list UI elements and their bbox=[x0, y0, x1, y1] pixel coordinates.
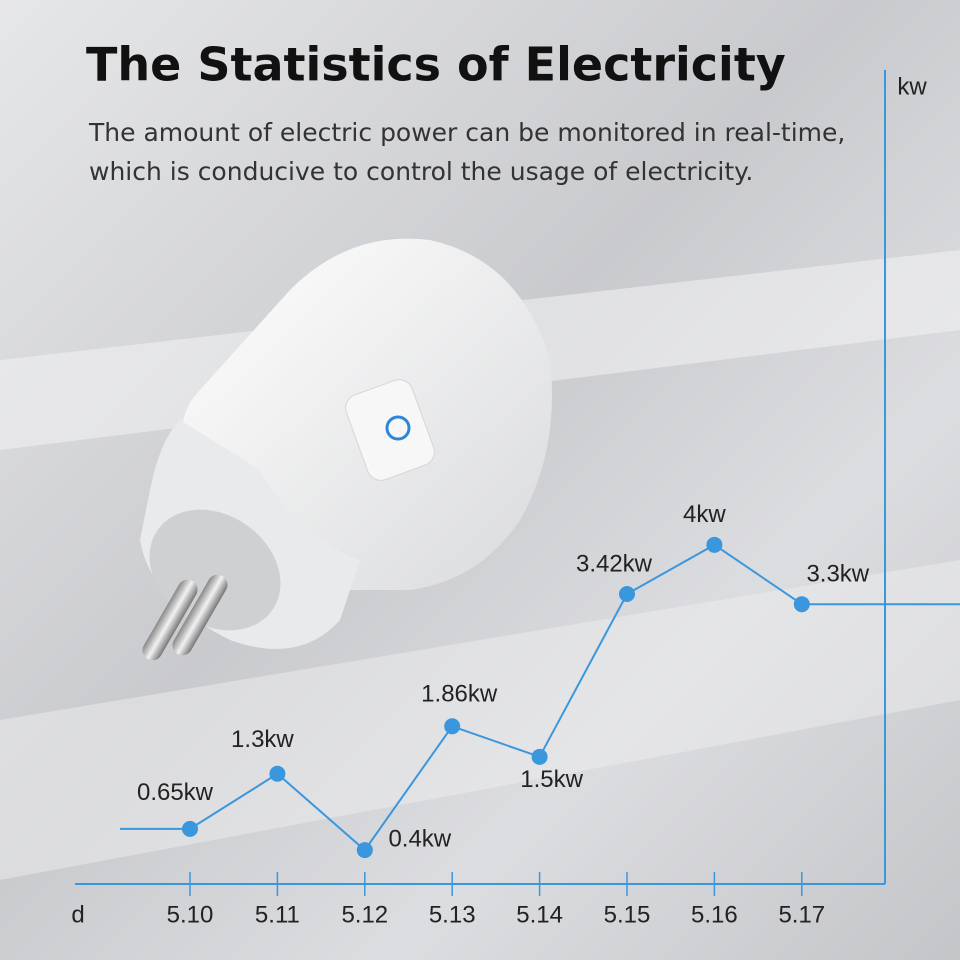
x-tick-label: 5.14 bbox=[516, 901, 563, 928]
value-label: 1.86kw bbox=[421, 681, 498, 708]
background-light bbox=[0, 560, 960, 880]
data-point bbox=[182, 820, 198, 837]
x-tick-label: 5.17 bbox=[778, 901, 825, 928]
title: The Statistics of Electricity bbox=[86, 38, 786, 92]
x-axis-label: d bbox=[71, 901, 84, 928]
data-point bbox=[706, 536, 723, 553]
x-tick-label: 5.10 bbox=[167, 901, 214, 928]
x-tick-label: 5.12 bbox=[341, 901, 388, 928]
y-axis-label: kw bbox=[897, 73, 927, 100]
data-point bbox=[531, 748, 548, 765]
x-tick-label: 5.16 bbox=[691, 901, 738, 928]
data-point bbox=[619, 586, 635, 603]
data-point bbox=[793, 596, 810, 613]
subtitle: The amount of electric power can be moni… bbox=[88, 118, 845, 147]
x-tick-label: 5.13 bbox=[429, 901, 476, 928]
data-point bbox=[269, 765, 286, 782]
data-point bbox=[356, 842, 373, 859]
value-label: 0.65kw bbox=[137, 779, 214, 806]
smart-plug bbox=[140, 238, 552, 661]
x-tick-label: 5.15 bbox=[604, 901, 651, 928]
value-label: 4kw bbox=[683, 501, 726, 528]
x-tick-label: 5.11 bbox=[255, 901, 300, 928]
value-label: 3.3kw bbox=[806, 561, 869, 588]
value-label: 1.5kw bbox=[520, 766, 583, 793]
data-point bbox=[444, 718, 461, 735]
data-line bbox=[189, 543, 803, 852]
subtitle: which is conducive to control the usage … bbox=[89, 157, 753, 186]
value-label: 3.42kw bbox=[576, 550, 653, 577]
value-label: 1.3kw bbox=[231, 726, 294, 753]
value-label: 0.4kw bbox=[388, 825, 451, 852]
